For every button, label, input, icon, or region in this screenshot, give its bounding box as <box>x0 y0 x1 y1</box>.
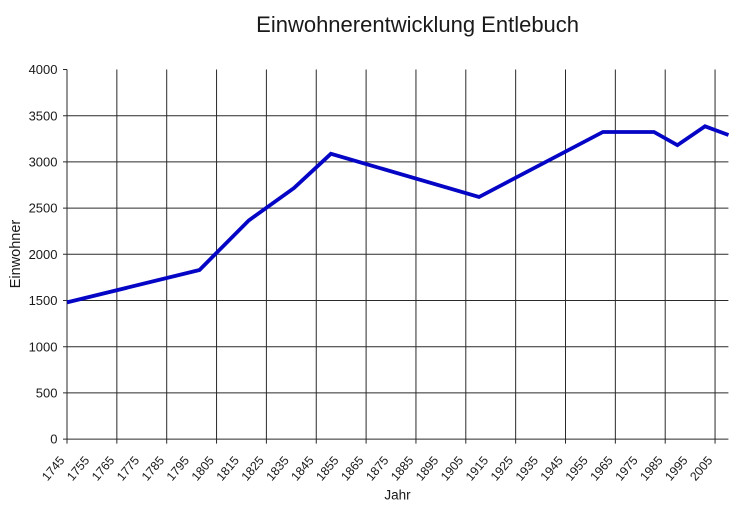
svg-text:Einwohnerentwicklung Entlebuch: Einwohnerentwicklung Entlebuch <box>256 12 579 37</box>
svg-text:1000: 1000 <box>29 339 58 354</box>
svg-text:Jahr: Jahr <box>384 488 411 503</box>
svg-text:0: 0 <box>50 432 57 447</box>
svg-text:500: 500 <box>36 386 58 401</box>
svg-text:Einwohner: Einwohner <box>8 220 24 289</box>
svg-text:2000: 2000 <box>29 247 58 262</box>
svg-text:2500: 2500 <box>29 201 58 216</box>
svg-text:3500: 3500 <box>29 108 58 123</box>
svg-text:4000: 4000 <box>29 62 58 77</box>
svg-text:1500: 1500 <box>29 293 58 308</box>
svg-text:3000: 3000 <box>29 155 58 170</box>
